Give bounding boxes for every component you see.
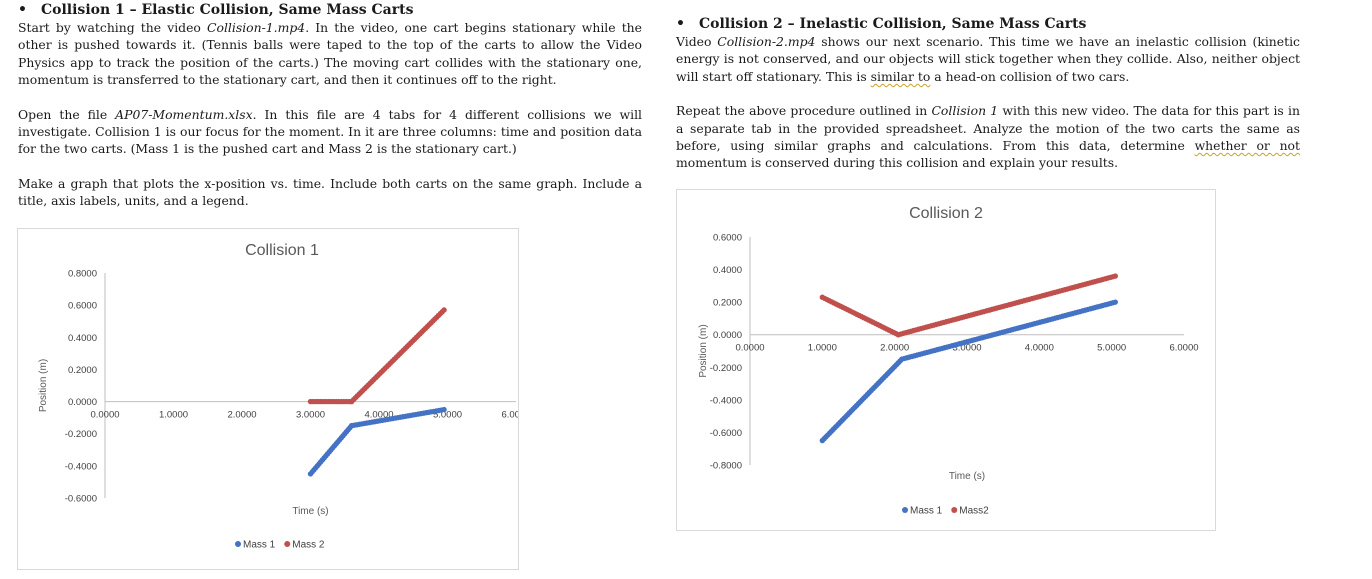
- series-mass-1: [819, 299, 1118, 444]
- text-run: a head-on collision of two cars.: [930, 68, 1130, 84]
- y-axis-label: Position (m): [698, 324, 709, 377]
- text-run: Collision 1: [931, 103, 999, 119]
- y-tick-label: 0.4000: [68, 333, 97, 344]
- y-tick-label: -0.8000: [710, 461, 742, 472]
- data-point: [1112, 299, 1118, 305]
- collision-2-title: Collision 2 – Inelastic Collision, Same …: [699, 16, 1087, 32]
- text-run: . In this file are 4 tabs for 4 differen…: [18, 106, 642, 157]
- legend-entry: Mass 1: [910, 506, 943, 517]
- legend-entry: Mass2: [959, 506, 989, 517]
- collision-1-paragraph-1: Start by watching the video Collision-1.…: [18, 19, 642, 89]
- x-tick-label: 6.0000: [1169, 343, 1198, 354]
- x-axis-label: Time (s): [292, 506, 328, 517]
- x-tick-label: 3.0000: [952, 343, 981, 354]
- series-mass2: [819, 273, 1118, 338]
- text-run: . In the video, one cart begins stationa…: [18, 20, 642, 88]
- text-run: Make a graph that plots the x-position v…: [18, 175, 642, 209]
- text-run: Start by watching the video: [18, 20, 208, 35]
- text-run: Collision-2.mp4: [717, 34, 816, 49]
- y-tick-label: 0.6000: [68, 301, 97, 312]
- x-tick-label: 0.0000: [90, 410, 119, 421]
- y-tick-label: -0.4000: [65, 461, 97, 472]
- x-tick-label: 5.0000: [433, 410, 462, 421]
- chart-svg: Collision 1 0.8000 0.6000 0.4000 0.2000 0.000…: [38, 242, 518, 551]
- x-tick-label: 1.0000: [808, 343, 837, 354]
- text-run: Open the file: [18, 106, 116, 122]
- collision-1-heading: • Collision 1 – Elastic Collision, Same M…: [18, 2, 642, 19]
- spelling-underlined-text: whether or not: [1194, 138, 1300, 154]
- y-tick-label: -0.2000: [710, 363, 742, 374]
- chart-title: Collision 1: [245, 242, 319, 259]
- y-tick-label: 0.2000: [68, 365, 97, 376]
- x-tick-label: 2.0000: [227, 410, 256, 421]
- text-run: momentum is conserved during this collis…: [676, 155, 1119, 171]
- text-run: with this new video. The data for this p…: [676, 103, 1300, 154]
- y-tick-label: -0.6000: [710, 428, 742, 439]
- collision-2-paragraph-1: Video Collision-2.mp4 shows our next sce…: [676, 33, 1300, 85]
- chart-svg: Collision 2 0.6000 0.4000 0.2000 0.0000 -0.20…: [698, 205, 1199, 517]
- x-tick-label: 5.0000: [1097, 343, 1126, 354]
- legend-entry: Mass 2: [292, 540, 325, 551]
- y-tick-label: 0.0000: [713, 330, 742, 341]
- collision-1-section: • Collision 1 – Elastic Collision, Same M…: [18, 2, 642, 210]
- y-axis-label: Position (m): [38, 359, 49, 412]
- y-tick-label: 0.0000: [68, 397, 97, 408]
- y-tick-label: 0.8000: [68, 269, 97, 280]
- x-tick-label: 1.0000: [159, 410, 188, 421]
- y-tick-label: 0.2000: [713, 298, 742, 309]
- legend-marker: [951, 507, 958, 513]
- collision-2-paragraph-2: Repeat the above procedure outlined in C…: [676, 102, 1300, 172]
- legend-entry: Mass 1: [243, 540, 276, 551]
- series-mass-1: [307, 406, 447, 477]
- y-tick-label: -0.2000: [65, 429, 97, 440]
- bullet-icon: •: [676, 16, 685, 32]
- data-point: [441, 307, 447, 313]
- collision-1-paragraph-2: Open the file AP07-Momentum.xlsx. In thi…: [18, 106, 642, 158]
- collision-2-heading: • Collision 2 – Inelastic Collision, Same…: [676, 16, 1300, 33]
- legend-marker: [235, 541, 241, 547]
- bullet-icon: •: [18, 2, 27, 18]
- text-run: Collision-1.mp4: [207, 20, 306, 35]
- collision-2-chart: Collision 2 0.6000 0.4000 0.2000 0.0000 -0.20…: [676, 189, 1216, 531]
- y-tick-label: -0.6000: [65, 494, 97, 505]
- data-point: [1112, 273, 1118, 279]
- data-point: [441, 406, 447, 413]
- y-tick-label: -0.4000: [710, 395, 742, 406]
- x-tick-label: 0.0000: [735, 343, 764, 354]
- text-run: AP07-Momentum.xlsx: [115, 106, 253, 122]
- chart-title: Collision 2: [909, 205, 983, 222]
- collision-1-paragraph-3: Make a graph that plots the x-position v…: [18, 175, 642, 210]
- x-tick-label: 4.0000: [364, 410, 393, 421]
- collision-1-chart: Collision 1 0.8000 0.6000 0.4000 0.2000 0.000…: [17, 228, 519, 570]
- text-run: Video: [676, 34, 718, 49]
- collision-1-title: Collision 1 – Elastic Collision, Same Ma…: [41, 2, 414, 18]
- spelling-underlined-text: similar to: [870, 68, 931, 84]
- legend-marker: [284, 541, 291, 547]
- y-tick-label: 0.6000: [713, 233, 742, 244]
- text-run: shows our next scenario. This time we ha…: [676, 34, 1300, 84]
- x-tick-label: 2.0000: [880, 343, 909, 354]
- collision-2-section: • Collision 2 – Inelastic Collision, Same…: [676, 16, 1300, 172]
- x-tick-label: 4.0000: [1025, 343, 1054, 354]
- y-tick-label: 0.4000: [713, 265, 742, 276]
- x-tick-label: 6.0000: [501, 410, 518, 421]
- series-mass-2: [307, 307, 447, 405]
- legend-marker: [902, 507, 908, 513]
- x-tick-label: 3.0000: [296, 410, 325, 421]
- text-run: Repeat the above procedure outlined in: [676, 103, 932, 119]
- x-axis-label: Time (s): [949, 471, 985, 482]
